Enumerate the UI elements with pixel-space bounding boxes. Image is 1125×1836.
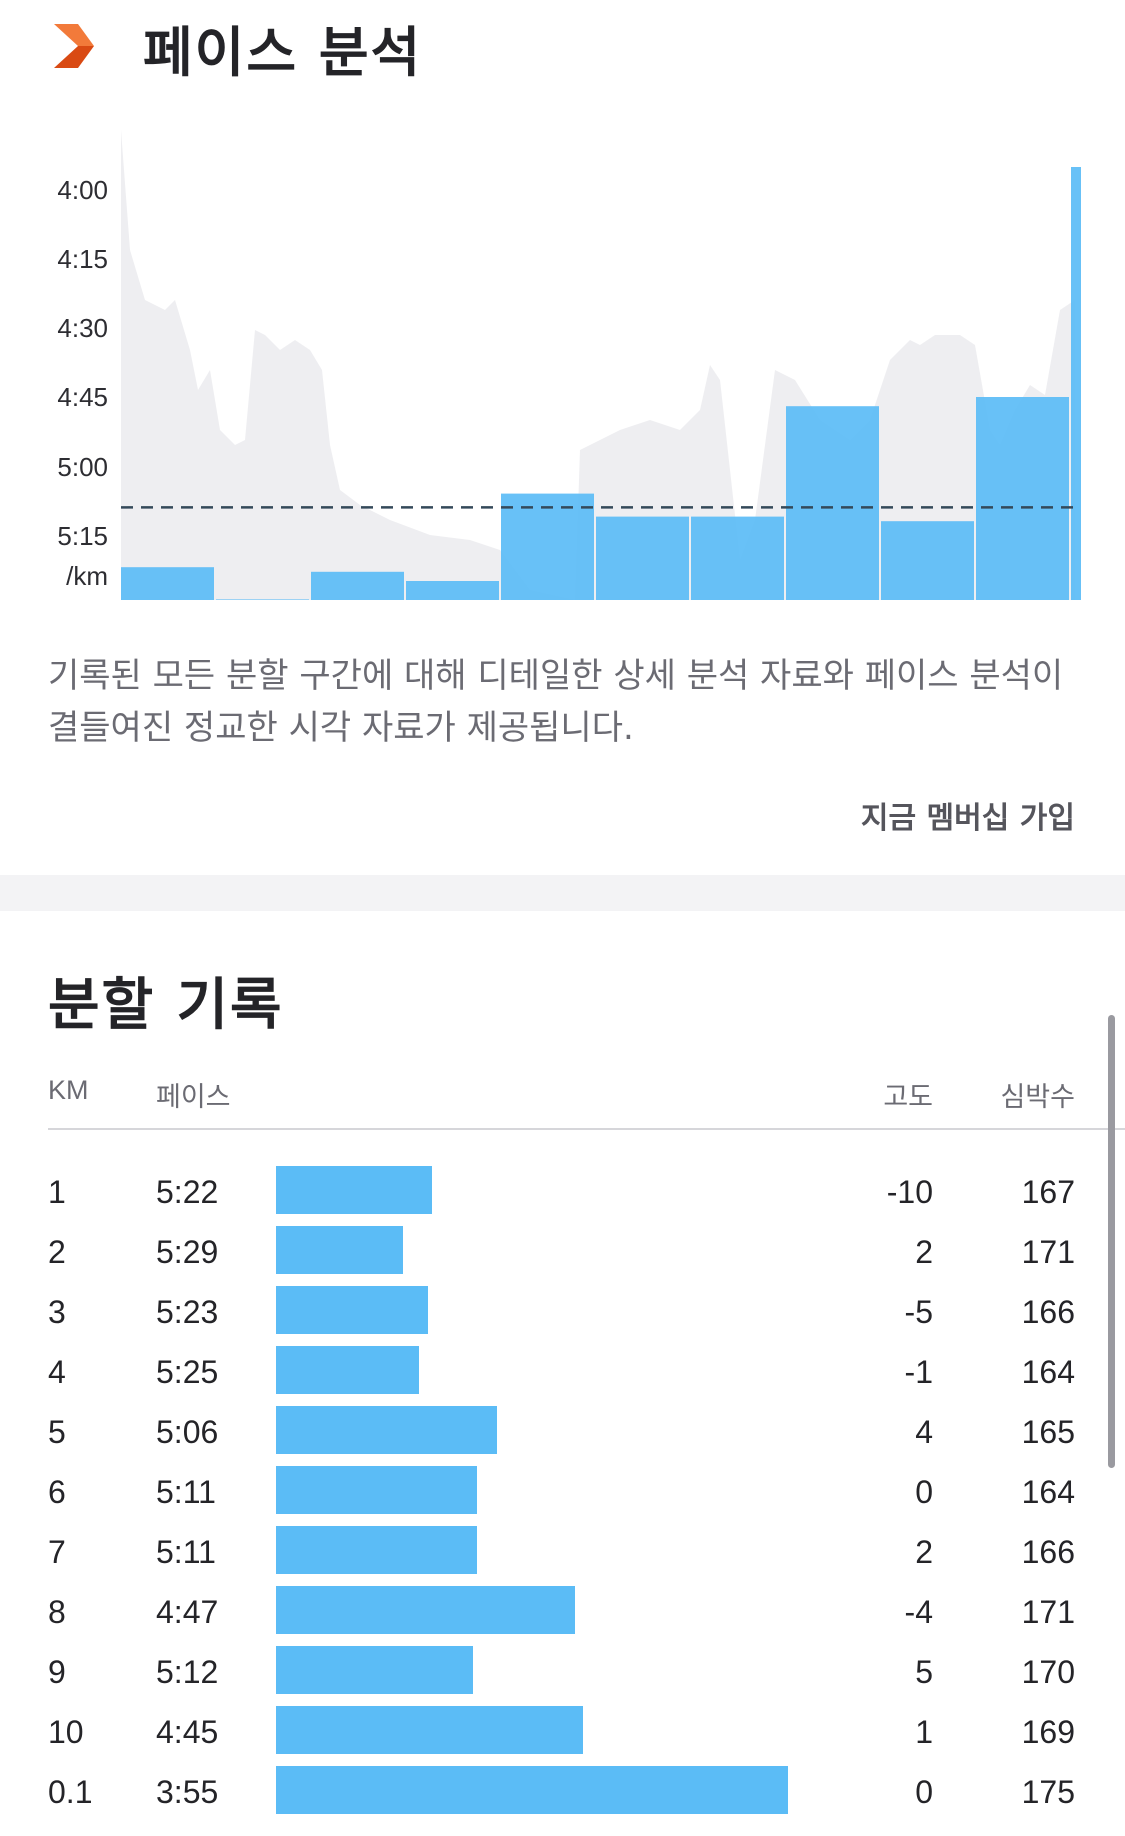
pace-bar <box>406 581 499 600</box>
split-elevation: -10 <box>886 1174 933 1210</box>
split-heart-rate: 165 <box>1021 1414 1075 1450</box>
split-km: 9 <box>48 1654 66 1690</box>
split-heart-rate: 167 <box>1021 1174 1075 1210</box>
pace-analysis-title: 페이스 분석 <box>143 21 423 84</box>
split-pace: 4:45 <box>156 1714 219 1750</box>
split-pace: 4:47 <box>156 1594 219 1630</box>
pace-description: 기록된 모든 분할 구간에 대해 디테일한 상세 분석 자료와 페이스 분석이 … <box>48 656 1064 748</box>
split-elevation: 1 <box>915 1714 933 1750</box>
split-heart-rate: 166 <box>1021 1534 1075 1570</box>
split-pace-bar <box>276 1706 583 1754</box>
split-elevation: -5 <box>904 1294 933 1330</box>
pace-bar <box>786 406 879 600</box>
join-membership-link[interactable]: 지금 멤버십 가입 <box>860 801 1075 836</box>
y-axis-unit: /km <box>66 561 108 591</box>
split-row: 8 4:47 -4 171 <box>0 1580 1125 1640</box>
split-pace-bar <box>276 1286 428 1334</box>
split-heart-rate: 169 <box>1021 1714 1075 1750</box>
pace-chart <box>121 130 1081 600</box>
split-elevation: 5 <box>915 1654 933 1690</box>
split-elevation: 4 <box>915 1414 933 1450</box>
column-header-pace: 페이스 <box>156 1082 231 1113</box>
split-km: 5 <box>48 1414 66 1450</box>
split-km: 7 <box>48 1534 66 1570</box>
header-divider <box>48 1128 1125 1130</box>
split-pace-bar <box>276 1166 432 1214</box>
split-row: 5 5:06 4 165 <box>0 1400 1125 1460</box>
split-heart-rate: 164 <box>1021 1354 1075 1390</box>
split-heart-rate: 171 <box>1021 1594 1075 1630</box>
split-row: 0.1 3:55 0 175 <box>0 1760 1125 1820</box>
split-elevation: 2 <box>915 1234 933 1270</box>
split-pace: 5:23 <box>156 1294 219 1330</box>
split-row: 9 5:12 5 170 <box>0 1640 1125 1700</box>
split-row: 6 5:11 0 164 <box>0 1460 1125 1520</box>
split-km: 2 <box>48 1234 66 1270</box>
split-row: 3 5:23 -5 166 <box>0 1280 1125 1340</box>
y-tick-label: 5:15 <box>57 521 108 551</box>
split-heart-rate: 170 <box>1021 1654 1075 1690</box>
section-separator <box>0 875 1125 911</box>
split-row: 4 5:25 -1 164 <box>0 1340 1125 1400</box>
split-pace-bar <box>276 1526 477 1574</box>
split-elevation: 0 <box>915 1474 933 1510</box>
split-km: 6 <box>48 1474 66 1510</box>
y-tick-label: 4:45 <box>57 382 108 412</box>
split-km: 10 <box>48 1714 84 1750</box>
split-pace-bar <box>276 1346 419 1394</box>
split-km: 3 <box>48 1294 66 1330</box>
split-heart-rate: 171 <box>1021 1234 1075 1270</box>
pace-bar <box>311 571 404 600</box>
split-pace-bar <box>276 1586 575 1634</box>
split-heart-rate: 164 <box>1021 1474 1075 1510</box>
split-pace-bar <box>276 1766 788 1814</box>
column-header-km: KM <box>48 1075 89 1105</box>
split-pace-bar <box>276 1406 497 1454</box>
split-elevation: -4 <box>904 1594 933 1630</box>
split-km: 1 <box>48 1174 66 1210</box>
split-pace: 5:29 <box>156 1234 219 1270</box>
pace-bar <box>691 516 784 600</box>
pace-bar <box>1071 167 1081 600</box>
split-pace: 5:22 <box>156 1174 219 1210</box>
scrollbar[interactable] <box>1108 1015 1115 1468</box>
split-heart-rate: 166 <box>1021 1294 1075 1330</box>
split-elevation: 0 <box>915 1774 933 1810</box>
split-row: 1 5:22 -10 167 <box>0 1160 1125 1220</box>
pace-bar <box>501 493 594 600</box>
column-header-elevation: 고도 <box>883 1082 933 1113</box>
column-header-heart-rate: 심박수 <box>1000 1082 1075 1113</box>
pace-bar <box>216 599 309 600</box>
chevron-logo-icon <box>54 24 94 68</box>
pace-bar <box>121 567 214 600</box>
split-pace: 5:11 <box>156 1534 216 1570</box>
split-pace-bar <box>276 1646 473 1694</box>
split-pace: 5:06 <box>156 1414 219 1450</box>
split-km: 8 <box>48 1594 66 1630</box>
split-heart-rate: 175 <box>1021 1774 1075 1810</box>
split-elevation: 2 <box>915 1534 933 1570</box>
split-pace-bar <box>276 1226 403 1274</box>
split-pace: 5:12 <box>156 1654 219 1690</box>
split-pace: 5:11 <box>156 1474 216 1510</box>
split-row: 2 5:29 2 171 <box>0 1220 1125 1280</box>
split-row: 7 5:11 2 166 <box>0 1520 1125 1580</box>
split-elevation: -1 <box>904 1354 933 1390</box>
pace-bar <box>596 516 689 600</box>
pace-bar <box>881 521 974 600</box>
splits-title: 분할 기록 <box>48 973 284 1038</box>
y-tick-label: 4:15 <box>57 244 108 274</box>
split-km: 4 <box>48 1354 66 1390</box>
split-pace-bar <box>276 1466 477 1514</box>
pace-analysis-card: 페이스 분석 4:00 4:15 4:30 4:45 5:00 5:15 /km… <box>0 0 1125 875</box>
pace-bar <box>976 397 1069 600</box>
y-tick-label: 4:30 <box>57 313 108 343</box>
split-pace: 5:25 <box>156 1354 219 1390</box>
y-tick-label: 5:00 <box>57 452 108 482</box>
split-km: 0.1 <box>48 1774 93 1810</box>
y-tick-label: 4:00 <box>57 175 108 205</box>
split-row: 10 4:45 1 169 <box>0 1700 1125 1760</box>
split-pace: 3:55 <box>156 1774 219 1810</box>
